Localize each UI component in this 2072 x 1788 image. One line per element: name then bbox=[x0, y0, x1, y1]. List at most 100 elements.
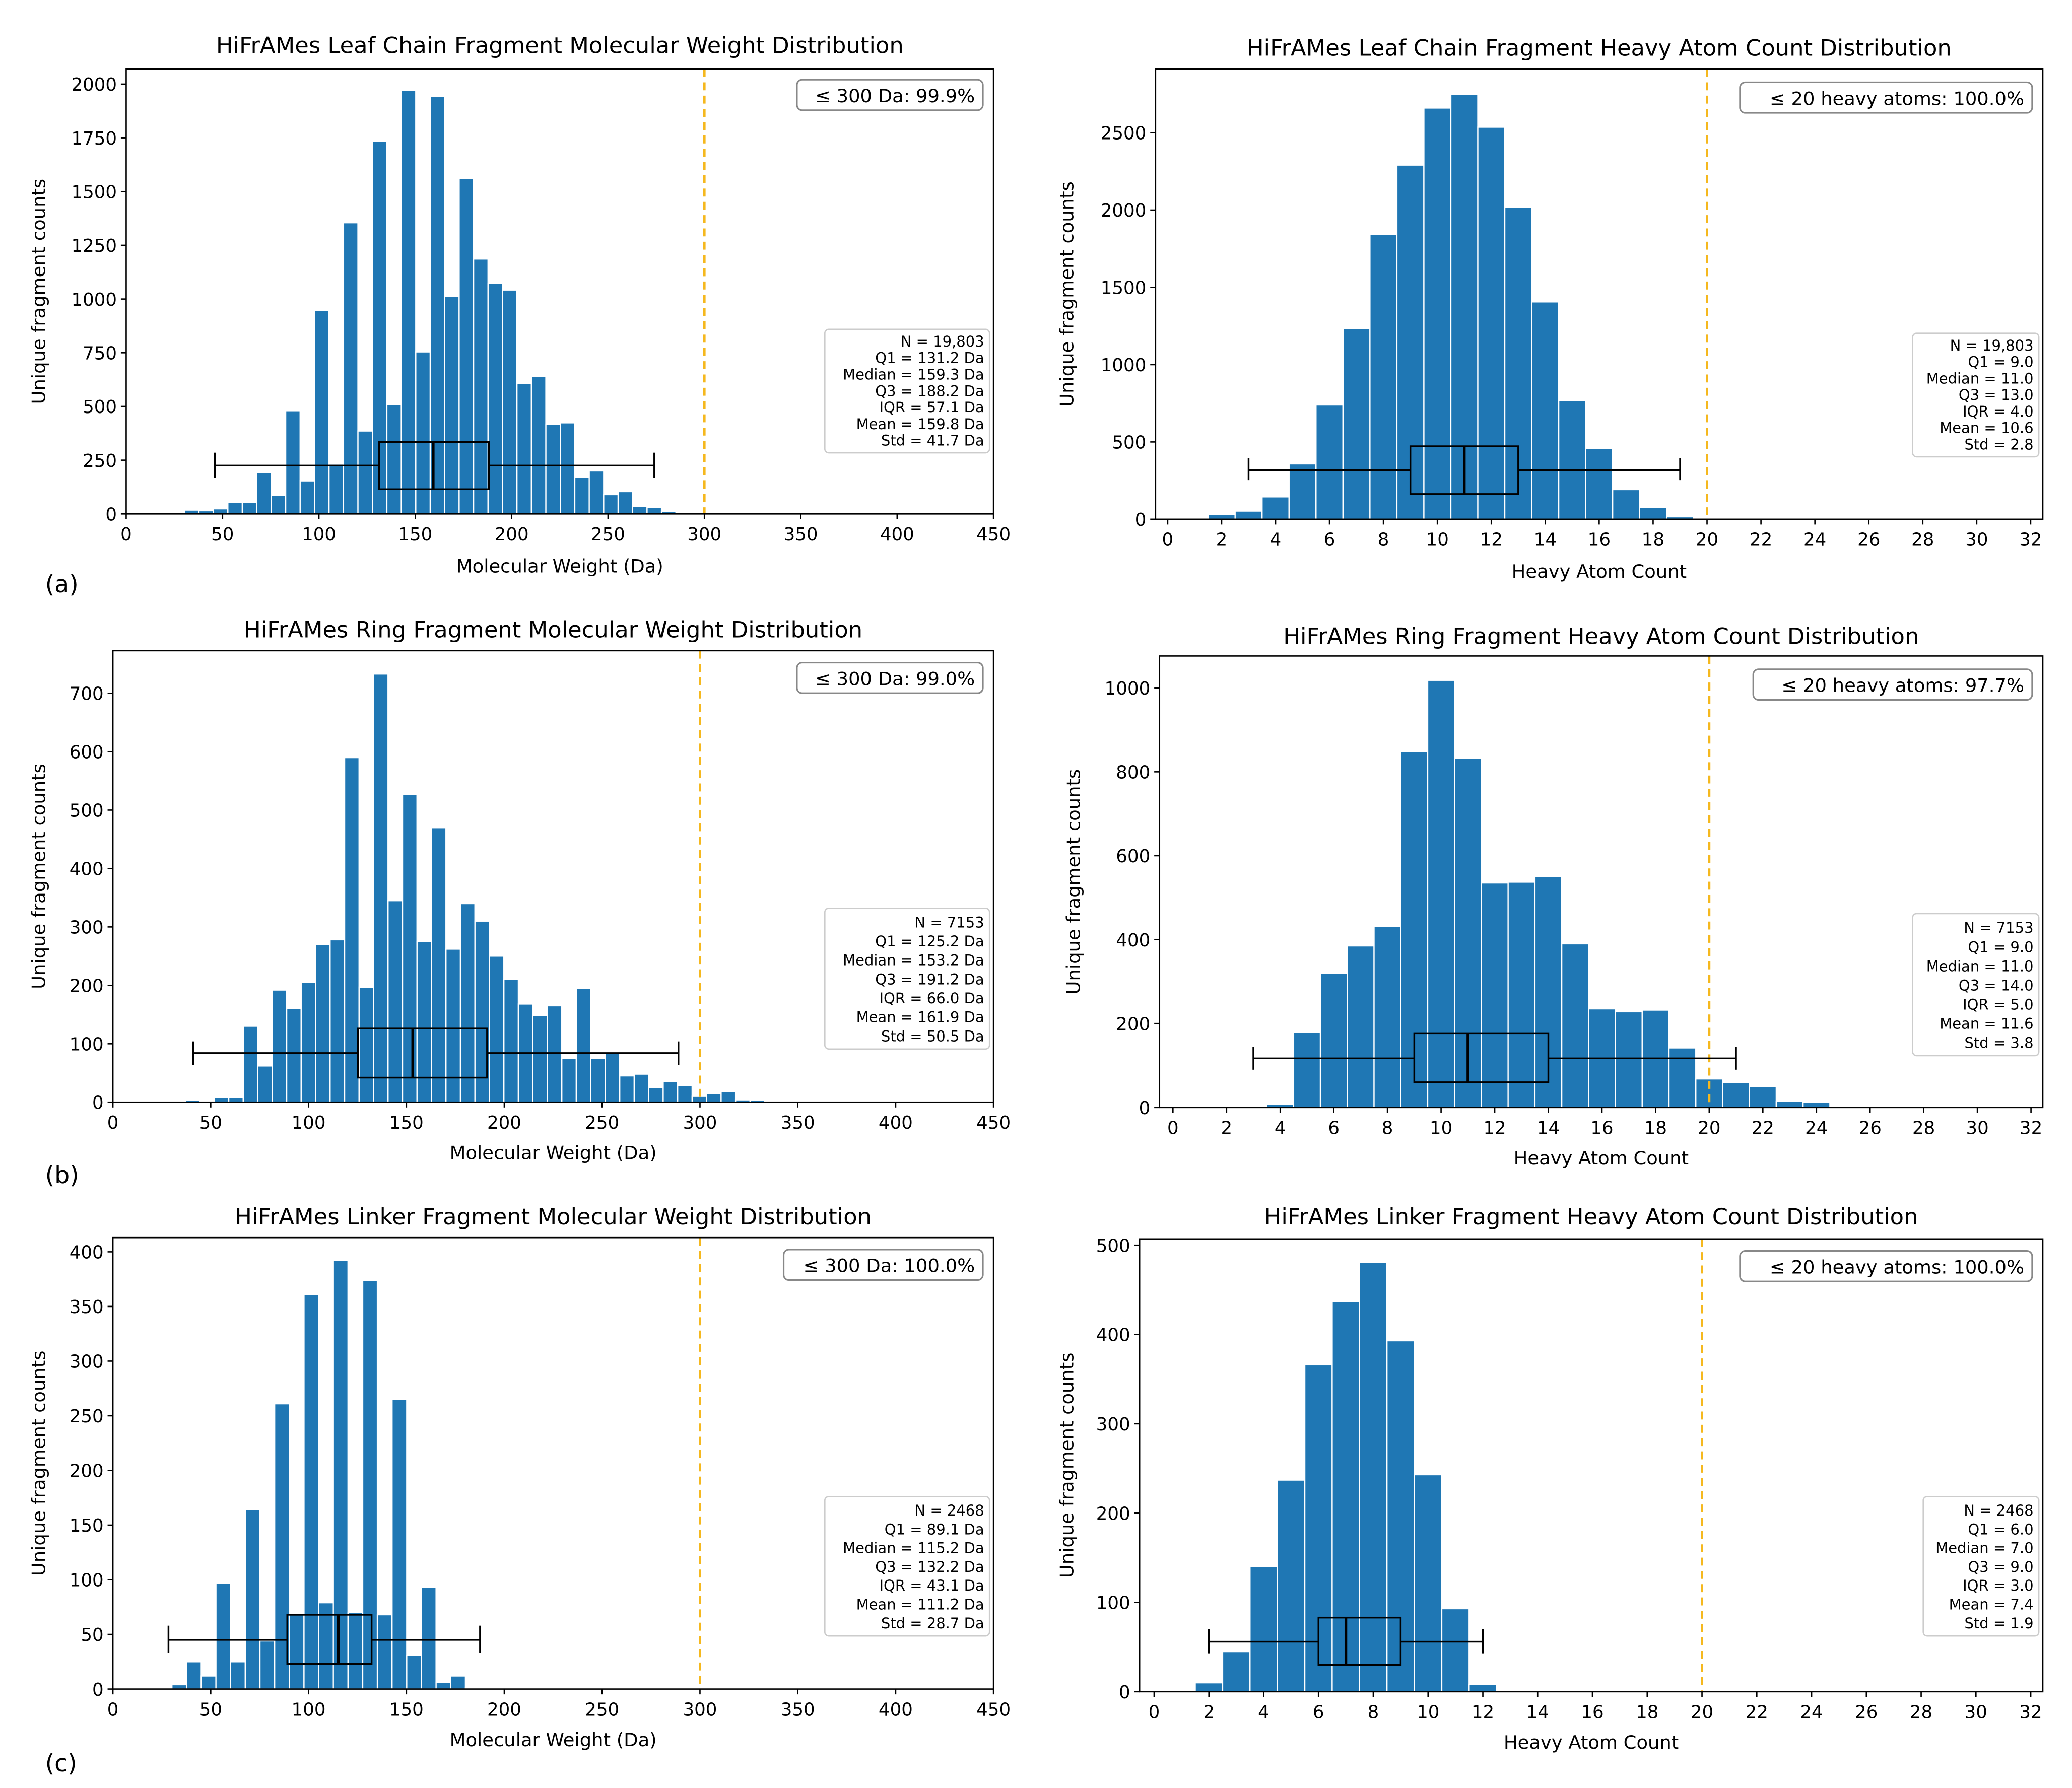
histogram-bar bbox=[421, 1587, 437, 1690]
y-axis-label: Unique fragment counts bbox=[1063, 769, 1085, 995]
histogram-bar bbox=[1347, 945, 1375, 1108]
iqr-box bbox=[357, 1027, 488, 1079]
histogram-bar bbox=[502, 289, 518, 515]
histogram-bar bbox=[1775, 1101, 1804, 1108]
x-tick-label: 18 bbox=[1644, 1118, 1667, 1139]
histogram-bar bbox=[1373, 925, 1401, 1108]
y-tick-label: 0 bbox=[92, 1680, 104, 1700]
histogram-bar bbox=[561, 1058, 577, 1103]
x-tick-label: 150 bbox=[389, 1699, 424, 1720]
histogram-bar bbox=[186, 1661, 202, 1690]
histogram-bar bbox=[358, 986, 374, 1103]
chart-title: HiFrAMes Linker Fragment Molecular Weigh… bbox=[235, 1203, 872, 1230]
stats-line: Std = 3.8 bbox=[1964, 1034, 2033, 1051]
x-tick-label: 14 bbox=[1526, 1702, 1549, 1723]
iqr-box bbox=[1413, 1032, 1550, 1083]
stats-line: IQR = 5.0 bbox=[1963, 996, 2033, 1013]
histogram-bar bbox=[400, 90, 417, 515]
stats-line: N = 2468 bbox=[1964, 1502, 2033, 1519]
histogram-bar bbox=[1561, 943, 1589, 1108]
x-tick-label: 400 bbox=[879, 1699, 913, 1720]
histogram-bar bbox=[590, 1058, 606, 1103]
histogram-bar bbox=[1207, 514, 1236, 520]
histogram-bar bbox=[213, 508, 229, 515]
chart-title: HiFrAMes Ring Fragment Heavy Atom Count … bbox=[1283, 623, 1919, 650]
histogram-bar bbox=[619, 1075, 635, 1103]
histogram-bar bbox=[357, 430, 373, 515]
histogram-bar bbox=[632, 506, 648, 515]
histogram-bar bbox=[256, 472, 272, 515]
x-tick-label: 30 bbox=[1965, 1702, 1987, 1723]
histogram-bar bbox=[215, 1582, 231, 1690]
stats-line: Q3 = 191.2 Da bbox=[875, 971, 984, 988]
y-tick-label: 600 bbox=[1116, 846, 1150, 867]
histogram-bar bbox=[1249, 1566, 1278, 1693]
x-tick-label: 10 bbox=[1430, 1118, 1452, 1139]
x-tick-label: 24 bbox=[1800, 1702, 1823, 1723]
histogram-bar bbox=[473, 258, 489, 515]
panel-label-b: (b) bbox=[45, 1161, 79, 1189]
threshold-legend-box bbox=[1752, 668, 2033, 701]
x-tick-label: 32 bbox=[2019, 530, 2042, 551]
x-tick-label: 22 bbox=[1750, 530, 1772, 551]
axes-frame bbox=[125, 68, 994, 515]
histogram-bar bbox=[1468, 1684, 1497, 1693]
y-tick-label: 400 bbox=[70, 859, 104, 880]
histogram-bar bbox=[450, 1675, 466, 1690]
y-tick-label: 1500 bbox=[1101, 278, 1147, 299]
stats-line: Std = 2.8 bbox=[1964, 436, 2033, 453]
stats-line: Q1 = 9.0 bbox=[1968, 354, 2033, 371]
axes-frame bbox=[1139, 1238, 2044, 1693]
histogram-bar bbox=[574, 477, 590, 515]
chart-5: 0 2 4 6 8 10 12 14 16 18 20 22 24 26 28 30 3201002003004… bbox=[1056, 1203, 2044, 1753]
stats-line: Q1 = 9.0 bbox=[1968, 938, 2033, 955]
chart-0: 0 50 100 150 200 250 300 350 400 450 0 250 500 750 100… bbox=[28, 32, 1011, 577]
stats-line: Std = 50.5 Da bbox=[881, 1027, 984, 1045]
y-tick-label: 500 bbox=[70, 801, 104, 821]
histogram-bar bbox=[315, 943, 331, 1103]
stats-line: Median = 11.0 bbox=[1926, 957, 2034, 975]
histogram-bar bbox=[387, 900, 404, 1103]
y-tick-label: 200 bbox=[1116, 1014, 1150, 1035]
y-axis-label: Unique fragment counts bbox=[28, 179, 50, 404]
panel-label-a: (a) bbox=[45, 571, 79, 598]
x-tick-label: 26 bbox=[1857, 530, 1880, 551]
x-tick-label: 50 bbox=[199, 1699, 222, 1720]
x-tick-label: 32 bbox=[2019, 1702, 2042, 1723]
histogram-bar bbox=[1194, 1682, 1224, 1693]
threshold-legend-text: ≤ 20 heavy atoms: 97.7% bbox=[1781, 675, 2024, 697]
stats-line: Mean = 10.6 bbox=[1940, 420, 2033, 437]
histogram-bar bbox=[1558, 399, 1586, 520]
x-tick-label: 32 bbox=[2020, 1118, 2042, 1139]
x-tick-label: 8 bbox=[1378, 530, 1389, 551]
histogram-bar bbox=[244, 1509, 261, 1690]
histogram-bar bbox=[648, 1087, 664, 1103]
x-tick-label: 4 bbox=[1258, 1702, 1269, 1723]
x-tick-label: 400 bbox=[879, 1113, 913, 1133]
histogram-bar bbox=[530, 376, 547, 515]
panel-label-c: (c) bbox=[45, 1750, 77, 1777]
x-tick-label: 12 bbox=[1472, 1702, 1494, 1723]
histogram-bar bbox=[386, 403, 402, 515]
histogram-bar bbox=[230, 1661, 246, 1690]
x-tick-label: 0 bbox=[1162, 530, 1174, 551]
histogram-bar bbox=[332, 1260, 349, 1690]
stats-line: Q3 = 132.2 Da bbox=[875, 1558, 984, 1575]
y-tick-label: 1750 bbox=[71, 128, 117, 149]
y-tick-label: 250 bbox=[83, 451, 117, 471]
y-tick-label: 800 bbox=[1116, 763, 1150, 783]
stats-line: N = 7153 bbox=[1964, 919, 2033, 936]
x-tick-label: 8 bbox=[1382, 1118, 1393, 1139]
y-tick-label: 0 bbox=[1119, 1682, 1130, 1703]
histogram-bar bbox=[406, 1655, 422, 1690]
x-tick-label: 450 bbox=[976, 1699, 1011, 1720]
histogram-bar bbox=[560, 422, 576, 515]
y-tick-label: 200 bbox=[70, 1461, 104, 1482]
stats-box bbox=[824, 328, 990, 454]
histogram-bar bbox=[445, 948, 461, 1103]
y-tick-label: 150 bbox=[70, 1516, 104, 1536]
histogram-bar bbox=[259, 1640, 276, 1690]
x-tick-label: 350 bbox=[784, 524, 818, 545]
threshold-legend-box bbox=[796, 79, 984, 111]
